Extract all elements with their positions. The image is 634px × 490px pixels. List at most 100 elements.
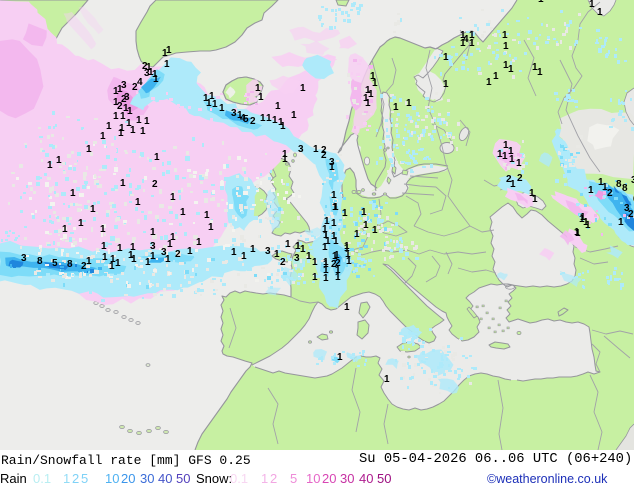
svg-text:3: 3 bbox=[21, 253, 27, 264]
svg-text:1: 1 bbox=[532, 62, 538, 73]
svg-text:1: 1 bbox=[170, 232, 176, 243]
svg-text:1: 1 bbox=[508, 64, 514, 75]
svg-text:1: 1 bbox=[170, 192, 176, 203]
svg-text:1: 1 bbox=[300, 244, 306, 255]
svg-text:1: 1 bbox=[115, 258, 121, 269]
svg-text:1: 1 bbox=[306, 251, 312, 262]
svg-text:1: 1 bbox=[56, 155, 62, 166]
svg-text:1: 1 bbox=[47, 160, 53, 171]
svg-text:1: 1 bbox=[113, 111, 119, 122]
svg-text:1: 1 bbox=[312, 257, 318, 268]
svg-text:1: 1 bbox=[323, 265, 329, 276]
svg-text:1: 1 bbox=[529, 188, 535, 199]
svg-text:1: 1 bbox=[370, 71, 376, 82]
svg-text:1: 1 bbox=[406, 98, 412, 109]
svg-text:1: 1 bbox=[100, 131, 106, 142]
svg-text:1: 1 bbox=[365, 98, 371, 109]
svg-text:1: 1 bbox=[443, 52, 449, 63]
svg-text:1: 1 bbox=[204, 210, 210, 221]
svg-text:1: 1 bbox=[312, 272, 318, 283]
svg-text:1: 1 bbox=[130, 125, 136, 136]
svg-text:2: 2 bbox=[607, 188, 613, 199]
svg-text:2: 2 bbox=[132, 82, 138, 93]
svg-text:1: 1 bbox=[323, 230, 329, 241]
svg-text:2: 2 bbox=[250, 116, 256, 127]
svg-text:1: 1 bbox=[117, 84, 123, 95]
svg-text:1: 1 bbox=[589, 0, 595, 10]
svg-text:1: 1 bbox=[136, 115, 142, 126]
svg-text:1: 1 bbox=[120, 111, 126, 122]
svg-text:1: 1 bbox=[154, 152, 160, 163]
svg-text:1: 1 bbox=[460, 38, 466, 49]
svg-text:1: 1 bbox=[469, 30, 475, 41]
svg-text:1: 1 bbox=[331, 218, 337, 229]
svg-text:1: 1 bbox=[332, 251, 338, 262]
svg-text:1: 1 bbox=[503, 41, 509, 52]
svg-text:2: 2 bbox=[175, 249, 181, 260]
svg-text:1: 1 bbox=[323, 230, 329, 241]
svg-text:1: 1 bbox=[120, 178, 126, 189]
svg-text:1: 1 bbox=[469, 38, 475, 49]
svg-text:1: 1 bbox=[618, 217, 624, 228]
svg-text:5: 5 bbox=[52, 258, 58, 269]
svg-text:2: 2 bbox=[321, 145, 327, 156]
svg-text:4: 4 bbox=[463, 34, 469, 45]
svg-text:1: 1 bbox=[127, 106, 133, 117]
svg-text:1: 1 bbox=[583, 217, 589, 228]
svg-text:1: 1 bbox=[258, 92, 264, 103]
svg-text:1: 1 bbox=[443, 79, 449, 90]
svg-text:1: 1 bbox=[128, 250, 134, 261]
svg-text:1: 1 bbox=[144, 116, 150, 127]
svg-text:1: 1 bbox=[123, 103, 129, 114]
svg-text:3: 3 bbox=[144, 68, 150, 79]
svg-text:4: 4 bbox=[137, 77, 143, 88]
svg-text:1: 1 bbox=[588, 185, 594, 196]
svg-text:1: 1 bbox=[335, 272, 341, 283]
svg-text:1: 1 bbox=[152, 69, 158, 80]
svg-text:1: 1 bbox=[503, 60, 509, 71]
svg-text:3: 3 bbox=[298, 144, 304, 155]
svg-text:2: 2 bbox=[321, 150, 327, 161]
svg-text:2: 2 bbox=[117, 101, 123, 112]
svg-text:1: 1 bbox=[598, 177, 604, 188]
svg-text:1: 1 bbox=[331, 190, 337, 201]
svg-text:1: 1 bbox=[580, 212, 586, 223]
svg-text:1: 1 bbox=[126, 118, 132, 129]
svg-text:1: 1 bbox=[145, 257, 151, 268]
svg-text:1: 1 bbox=[502, 151, 508, 162]
svg-text:1: 1 bbox=[153, 74, 159, 85]
svg-text:1: 1 bbox=[275, 101, 281, 112]
svg-text:1: 1 bbox=[148, 67, 154, 78]
svg-text:1: 1 bbox=[113, 97, 119, 108]
svg-text:1: 1 bbox=[344, 241, 350, 252]
svg-text:1: 1 bbox=[516, 158, 522, 169]
svg-text:2: 2 bbox=[152, 179, 158, 190]
svg-text:1: 1 bbox=[493, 71, 499, 82]
svg-text:5: 5 bbox=[243, 114, 249, 125]
svg-text:1: 1 bbox=[150, 227, 156, 238]
svg-text:2: 2 bbox=[121, 94, 127, 105]
svg-text:1: 1 bbox=[585, 220, 591, 231]
svg-text:1: 1 bbox=[266, 113, 272, 124]
svg-text:1: 1 bbox=[167, 239, 173, 250]
svg-text:1: 1 bbox=[135, 197, 141, 208]
svg-text:3: 3 bbox=[329, 157, 335, 168]
svg-text:1: 1 bbox=[344, 243, 350, 254]
svg-text:1: 1 bbox=[335, 265, 341, 276]
svg-text:1: 1 bbox=[260, 113, 266, 124]
svg-text:2: 2 bbox=[517, 173, 523, 184]
svg-text:2: 2 bbox=[335, 258, 341, 269]
svg-text:1: 1 bbox=[384, 374, 390, 385]
svg-text:1: 1 bbox=[322, 224, 328, 235]
svg-text:1: 1 bbox=[100, 224, 106, 235]
svg-text:1: 1 bbox=[106, 121, 112, 132]
svg-text:8: 8 bbox=[616, 179, 622, 190]
svg-text:1: 1 bbox=[86, 256, 92, 267]
svg-text:1: 1 bbox=[361, 207, 367, 218]
svg-text:1: 1 bbox=[140, 126, 146, 137]
svg-text:1: 1 bbox=[334, 250, 340, 261]
svg-text:1: 1 bbox=[180, 207, 186, 218]
svg-text:1: 1 bbox=[255, 83, 261, 94]
svg-text:3: 3 bbox=[294, 253, 300, 264]
svg-text:1: 1 bbox=[150, 251, 156, 262]
